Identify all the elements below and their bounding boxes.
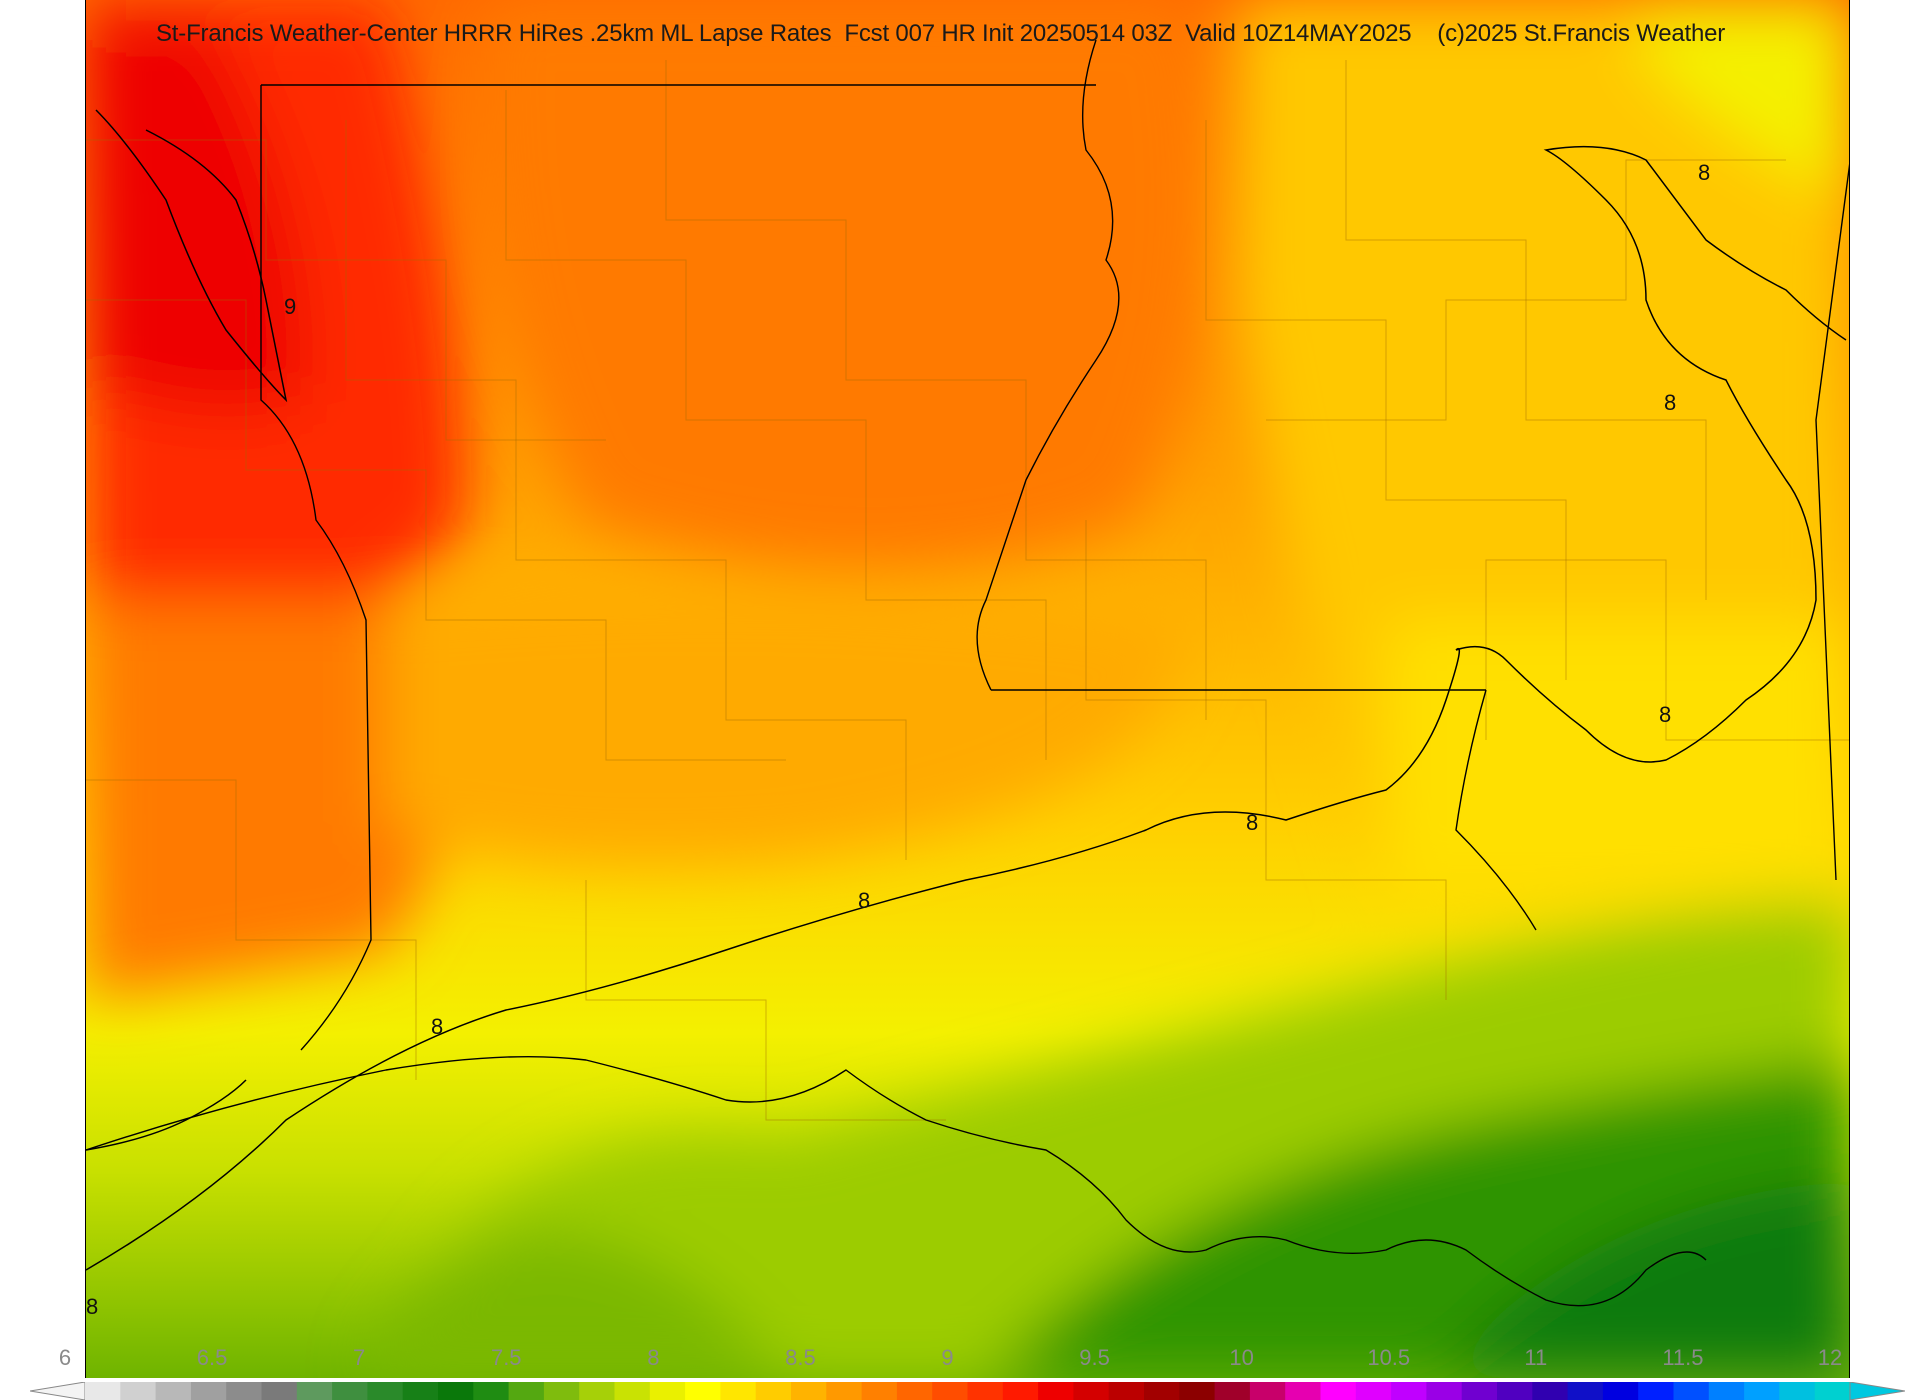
colorbar-swatch <box>296 1382 333 1400</box>
colorbar-swatch <box>1002 1382 1039 1400</box>
colorbar-swatch <box>614 1382 651 1400</box>
contour-label-8-3: 8 <box>1246 810 1258 835</box>
contour-lines <box>86 109 1847 1271</box>
contour-label-8-6: 8 <box>1698 160 1710 185</box>
colorbar-tick-label: 8.5 <box>785 1345 816 1370</box>
colorbar-tick-label: 10 <box>1229 1345 1254 1370</box>
colorbar-swatch <box>1426 1382 1463 1400</box>
field-darkestgreen-se <box>1436 1180 1849 1378</box>
colorbar-tick-label: 12 <box>1817 1345 1843 1370</box>
map-title: St-Francis Weather-Center HRRR HiRes .25… <box>156 20 1726 47</box>
colorbar-swatch <box>438 1382 474 1400</box>
colorbar-swatch <box>190 1382 227 1400</box>
colorbar-swatch <box>826 1382 863 1400</box>
colorbar-swatch <box>861 1382 898 1400</box>
contour-label-8-1: 8 <box>431 1014 443 1039</box>
colorbar-swatch <box>85 1382 121 1400</box>
colorbar-swatch <box>649 1382 686 1400</box>
field-orange-band <box>386 584 1186 865</box>
colorbar-swatch <box>226 1382 262 1400</box>
colorbar-tick-label: 9 <box>941 1345 954 1370</box>
colorbar-swatch <box>685 1382 721 1400</box>
colorbar-swatch <box>1497 1382 1533 1400</box>
border-la-ms <box>1455 689 1537 931</box>
colorbar-swatch <box>720 1382 757 1400</box>
colorbar-swatch <box>155 1382 192 1400</box>
contour-8-south-west <box>86 1079 247 1151</box>
colorbar-swatch <box>473 1382 510 1400</box>
colorbar-swatch <box>1179 1382 1216 1400</box>
colorbar-swatch <box>791 1382 827 1400</box>
colorbar-tick-label: 7 <box>353 1345 366 1370</box>
colorbar-tick-label: 6.5 <box>196 1345 228 1370</box>
colorbar-swatch <box>967 1382 1004 1400</box>
colorbar-swatch <box>402 1382 439 1400</box>
field-darkred-west <box>86 20 307 412</box>
contour-label-8-7: 8 <box>86 1294 98 1319</box>
colorbar-tick-label: 6 <box>58 1345 72 1370</box>
contour-label-8-2: 8 <box>858 888 870 913</box>
field-orange-central <box>483 0 1208 570</box>
colorbar-min-arrow <box>30 1382 86 1400</box>
border-ok-ar-tx <box>260 85 372 1051</box>
contour-label-9: 9 <box>284 294 296 319</box>
colorbar-swatch <box>1638 1382 1674 1400</box>
colorbar-swatch <box>543 1382 580 1400</box>
lapse-rate-map: 9 8 8 8 8 8 8 8 <box>86 0 1849 1378</box>
colorbar-swatch <box>932 1382 968 1400</box>
colorbar-swatch <box>1814 1382 1851 1400</box>
colorbar-swatch <box>1320 1382 1357 1400</box>
colorbar-swatch <box>1214 1382 1251 1400</box>
colorbar-tick-label: 7.5 <box>490 1345 522 1370</box>
county-lines <box>86 60 1849 1121</box>
field-green-sw <box>366 1230 786 1378</box>
colorbar-swatch <box>755 1382 792 1400</box>
colorbar-swatch <box>1461 1382 1498 1400</box>
map-panel: 9 8 8 8 8 8 8 8 <box>85 0 1850 1378</box>
colorbar <box>30 1382 1905 1400</box>
colorbar-swatch <box>1144 1382 1180 1400</box>
colorbar-tick-label: 8 <box>647 1345 660 1370</box>
field-blobs <box>86 0 1849 1378</box>
colorbar-swatch <box>1285 1382 1321 1400</box>
colorbar-swatch <box>367 1382 404 1400</box>
colorbar-swatch <box>1602 1382 1639 1400</box>
contour-8-main <box>86 647 1461 1271</box>
colorbar-swatch <box>1744 1382 1780 1400</box>
contour-label-8-4: 8 <box>1659 702 1671 727</box>
colorbar-swatch <box>1532 1382 1569 1400</box>
contour-9-west <box>95 109 288 403</box>
colorbar-tick-label: 10.5 <box>1367 1345 1411 1370</box>
colorbar-swatch <box>261 1382 298 1400</box>
colorbar-swatch <box>1673 1382 1710 1400</box>
colorbar-max-arrow <box>1849 1382 1905 1400</box>
contour-label-8-5: 8 <box>1664 390 1676 415</box>
field-yellow-se <box>1386 620 1849 900</box>
border-ms-al <box>1815 163 1849 881</box>
border-mississippi-river <box>976 39 1120 691</box>
contour-8-east-loop <box>1455 145 1847 763</box>
colorbar-tick-label: 9.5 <box>1079 1345 1110 1370</box>
colorbar-swatch <box>1108 1382 1145 1400</box>
colorbar-tick-label: 11 <box>1524 1345 1548 1370</box>
colorbar-swatch <box>1073 1382 1110 1400</box>
colorbar-swatch <box>1249 1382 1286 1400</box>
field-yellow-ne <box>1636 0 1849 200</box>
colorbar-swatch <box>120 1382 157 1400</box>
colorbar-swatch <box>1391 1382 1427 1400</box>
colorbar-swatch <box>332 1382 368 1400</box>
state-borders <box>260 39 1849 1051</box>
coastline <box>86 1055 1707 1307</box>
colorbar-swatch <box>508 1382 545 1400</box>
colorbar-swatch <box>1355 1382 1392 1400</box>
colorbar-swatch <box>1779 1382 1816 1400</box>
colorbar-swatch <box>579 1382 615 1400</box>
colorbar-swatch <box>1038 1382 1074 1400</box>
colorbar-tick-label: 11.5 <box>1662 1345 1704 1370</box>
colorbar-swatch <box>896 1382 933 1400</box>
colorbar-swatch <box>1567 1382 1604 1400</box>
field-orange-west <box>86 600 470 1000</box>
colorbar-swatch <box>1708 1382 1745 1400</box>
